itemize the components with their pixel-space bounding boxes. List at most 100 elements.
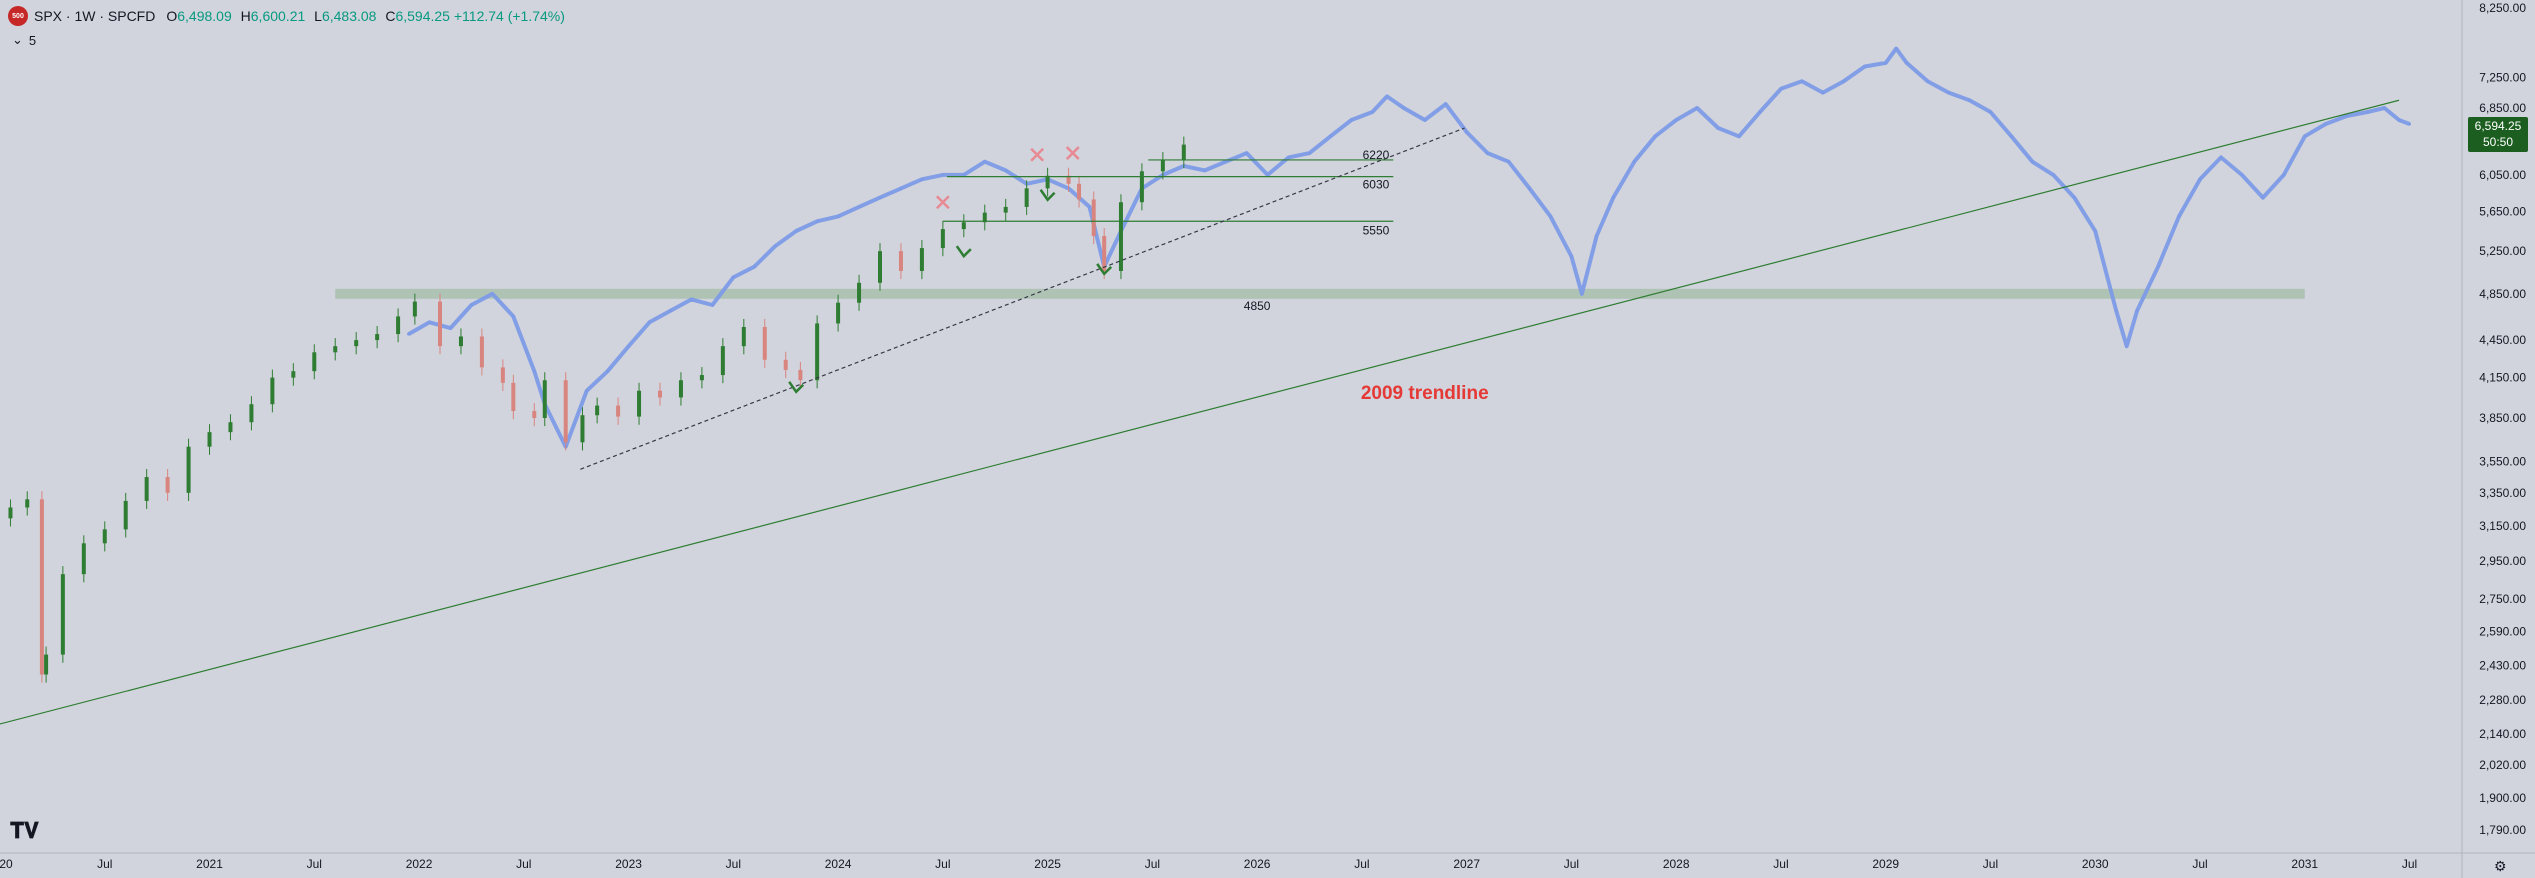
candle-body [637,390,642,417]
check-mark [955,245,972,259]
price-tick-label: 7,250.00 [2479,71,2526,85]
overlay-point [2093,229,2097,233]
overlay-point [1884,61,1888,65]
time-tick-label: Jul [1773,857,1788,871]
overlay-point [710,303,714,307]
x-mark [1065,146,1080,160]
candle-body [270,377,275,405]
overlay-point [920,177,924,181]
candle-body [458,336,463,347]
overlay-point [1402,106,1406,110]
time-tick-label: 2024 [825,857,852,871]
time-tick-label: 2028 [1663,857,1690,871]
time-tick-label: Jul [97,857,112,871]
overlay-point [1569,254,1573,258]
overlay-point [1507,160,1511,164]
candle-body [616,405,621,417]
overlay-point [1308,151,1312,155]
candle-body [511,382,516,412]
indicators-toggle[interactable]: ⌄ 5 [12,32,36,48]
symbol-legend[interactable]: 500 SPX · 1W · SPCFD O6,498.09 H6,600.21… [8,6,565,26]
candle-body [595,405,600,416]
overlay-point [1423,118,1427,122]
overlay-point [648,320,652,324]
candle-body [25,499,30,508]
overlay-point [857,205,861,209]
candle-body [60,574,65,655]
overlay-point [1653,134,1657,138]
price-tick-label: 1,790.00 [2479,823,2526,837]
candle-body [783,359,788,370]
candle-body [165,477,170,493]
overlay-point [1779,87,1783,91]
level-label-6220: 6220 [1363,148,1390,162]
candle-body [1181,144,1186,160]
price-tick-label: 3,350.00 [2479,486,2526,500]
candle-body [741,326,746,347]
overlay-point [1595,234,1599,238]
candle-body [798,369,803,381]
open-value: 6,498.09 [177,8,232,24]
candle-body [81,543,86,575]
overlay-point [1444,102,1448,106]
candle-body [658,390,662,398]
overlay-point [836,214,840,218]
overlay-point [1926,79,1930,83]
candle-body [940,229,945,249]
overlay-point [2135,309,2139,313]
check-mark [1096,263,1113,276]
chevron-down-icon[interactable]: ⌄ [12,32,23,47]
candle-body [39,499,44,675]
candle-body [762,326,767,360]
low-value: 6,483.08 [321,8,377,24]
candle-body [1077,183,1082,200]
price-axis[interactable]: 8,250.00 7,250.00 6,850.00 6,050.00 5,650.00… [2479,1,2526,837]
candle-body [1091,199,1096,236]
price-tick-label: 4,850.00 [2479,287,2526,301]
settings-gear-icon[interactable]: ⚙ [2494,858,2507,874]
overlay-point [1266,173,1270,177]
candle-body [542,380,547,419]
candle-body [123,500,128,530]
time-tick-label: Jul [2402,857,2417,871]
overlay-point [1695,106,1699,110]
symbol-title[interactable]: SPX · 1W · SPCFD [34,8,156,24]
horizontal-levels: 6220 6030 5550 4850 [942,148,1394,313]
overlay-point [815,219,819,223]
time-tick-label: Jul [935,857,950,871]
high-value: 6,600.21 [250,8,306,24]
overlay-point [1905,61,1909,65]
overlay-point [1968,98,1972,102]
time-tick-label: Jul [1564,857,1579,871]
time-axis[interactable]: 20 Jul 2021 Jul 2022 Jul 2023 Jul 2024 Jul 2025 Jul… [0,857,2417,871]
time-tick-label: 2030 [2082,857,2109,871]
overlay-point [899,186,903,190]
overlay-point [2366,110,2370,114]
overlay-point [731,275,735,279]
overlay-point [2240,173,2244,177]
candle-body [836,302,841,324]
candle-body [312,352,317,372]
candle-body [249,404,254,423]
support-zone-4850 [335,288,2305,299]
trendline-annotation: 2009 trendline [1361,383,1489,404]
candle-body [1160,159,1165,172]
candle-body [375,334,380,341]
candle-body [563,380,568,443]
candle-body [699,375,704,381]
tradingview-logo-icon[interactable]: 𝐓𝐕 [10,818,39,843]
overlay-point [1821,91,1825,95]
candle-body [919,248,924,271]
level-label-6030: 6030 [1363,178,1390,192]
overlay-series-line [407,46,2411,449]
time-tick-label: Jul [1145,857,1160,871]
sp500-logo: 500 [8,6,28,26]
candle-body [961,222,966,230]
overlay-point [2408,122,2412,126]
high-label: H [240,8,251,24]
candle-body [44,654,49,675]
overlay-point [752,265,756,269]
time-tick-label: 2029 [1872,857,1899,871]
overlay-point [1004,168,1008,172]
